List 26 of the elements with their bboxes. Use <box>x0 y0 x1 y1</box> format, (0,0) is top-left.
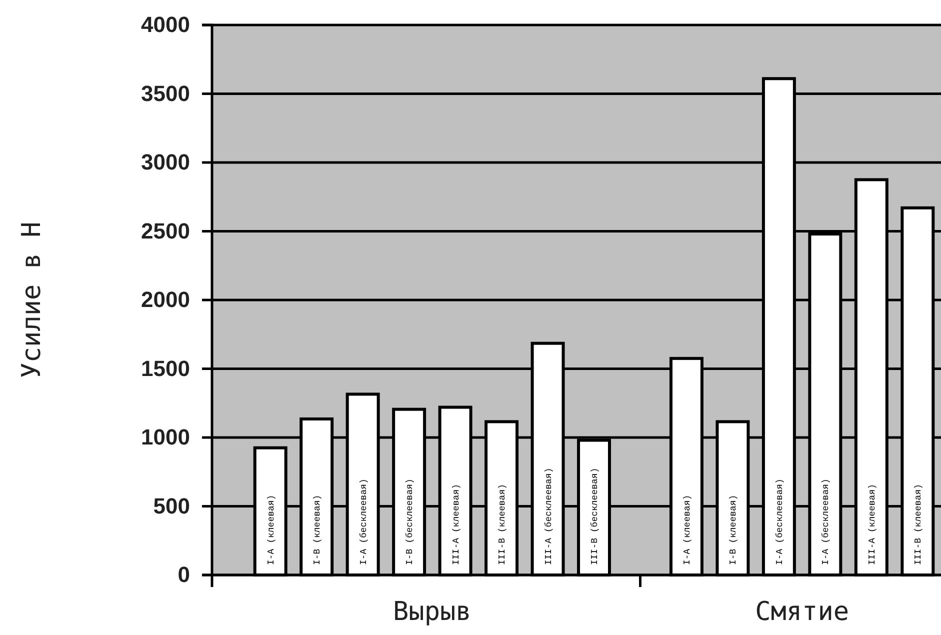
y-tick-label: 3000 <box>141 150 190 175</box>
y-tick-label: 2000 <box>141 287 190 312</box>
y-tick-label: 3500 <box>141 80 190 106</box>
x-tick-label: I-В (бесклеевая) <box>405 478 416 565</box>
x-tick-label: III-А (клеевая) <box>867 484 878 565</box>
y-tick-label: 4000 <box>141 12 190 38</box>
x-tick-label: I-А (бесклеевая) <box>358 478 369 565</box>
x-tick-label: I-В (клеевая) <box>312 494 323 565</box>
y-tick-label: 2500 <box>141 218 190 244</box>
x-tick-label: III-В (клеевая) <box>498 484 508 565</box>
text: Смятие <box>755 597 850 627</box>
x-tick-label: III-В (бесклеевая) <box>590 468 600 565</box>
x-tick-label: I-А (клеевая) <box>682 494 692 565</box>
x-tick-label: III-В (клеевая) <box>914 484 924 565</box>
x-tick-label: I-А (бесклеевая) <box>774 478 785 565</box>
y-tick-label: 500 <box>153 493 190 518</box>
x-tick-label: III-А (бесклеевая) <box>544 468 554 565</box>
y-tick-label: 1500 <box>141 356 190 381</box>
text: Вырыв <box>393 597 472 627</box>
x-tick-label: I-А (бесклеевая) <box>821 478 832 565</box>
x-tick-label: I-А (клеевая) <box>266 494 276 565</box>
y-axis-title: Усилие в Н <box>17 222 47 378</box>
x-tick-label: III-А (клеевая) <box>451 484 462 565</box>
y-tick-label: 1000 <box>141 424 190 450</box>
x-tick-label: I-В (клеевая) <box>728 494 739 565</box>
y-tick-label: 0 <box>178 562 190 588</box>
